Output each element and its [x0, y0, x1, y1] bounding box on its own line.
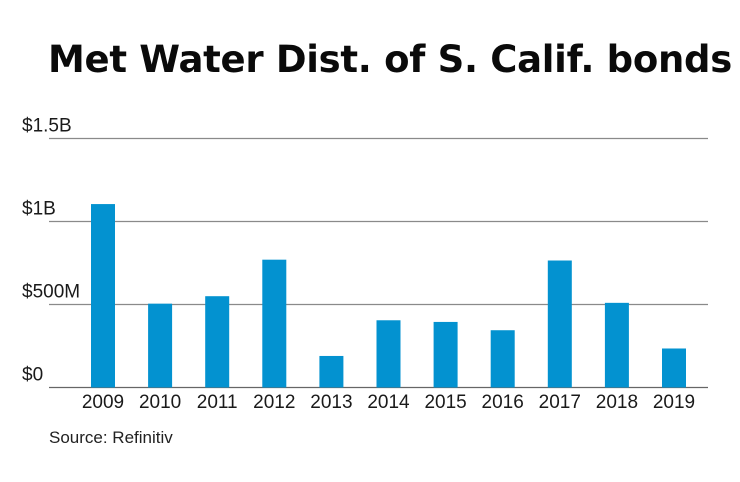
- x-tick-label: 2017: [539, 392, 581, 413]
- x-tick-label: 2014: [367, 392, 410, 413]
- bar-2017: [547, 260, 572, 388]
- x-tick-label: 2016: [482, 392, 524, 413]
- bar-2013: [319, 355, 344, 388]
- bar-2010: [148, 303, 173, 388]
- x-tick-label: 2012: [253, 392, 295, 413]
- x-tick-label: 2010: [139, 392, 181, 413]
- x-tick-label: 2019: [653, 392, 695, 413]
- bar-2009: [91, 204, 115, 388]
- y-tick-label: $500M: [22, 282, 80, 303]
- bar-2014: [376, 320, 401, 388]
- y-tick-label: $1B: [22, 199, 56, 220]
- x-tick-label: 2013: [310, 392, 352, 413]
- bar-2012: [262, 259, 287, 388]
- y-tick-label: $0: [22, 365, 43, 386]
- bars: [91, 204, 686, 388]
- source-note: Source: Refinitiv: [49, 428, 173, 447]
- x-tick-label: 2009: [82, 392, 124, 413]
- bar-2018: [604, 302, 629, 388]
- bar-2011: [205, 296, 230, 388]
- x-tick-label: 2011: [197, 392, 238, 413]
- bar-2019: [662, 348, 686, 388]
- y-axis-labels: $0 $500M $1B $1.5B: [22, 116, 80, 386]
- chart-title: Met Water Dist. of S. Calif. bonds: [48, 38, 732, 81]
- x-tick-label: 2015: [424, 392, 466, 413]
- x-axis-labels: 2009 2010 2011 2012 2013 2014 2015 2016 2017 2018…: [82, 392, 695, 413]
- bar-2016: [490, 330, 515, 388]
- x-tick-label: 2018: [596, 392, 638, 413]
- bar-2015: [433, 321, 458, 388]
- y-tick-label: $1.5B: [22, 116, 72, 137]
